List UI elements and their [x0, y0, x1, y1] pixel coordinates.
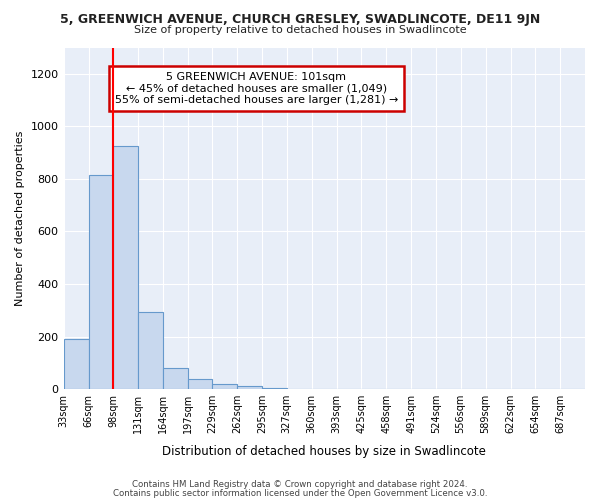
Text: Size of property relative to detached houses in Swadlincote: Size of property relative to detached ho…	[134, 25, 466, 35]
Text: Contains HM Land Registry data © Crown copyright and database right 2024.: Contains HM Land Registry data © Crown c…	[132, 480, 468, 489]
Y-axis label: Number of detached properties: Number of detached properties	[15, 130, 25, 306]
Bar	[89, 175, 113, 389]
Bar	[188, 379, 212, 389]
Bar	[163, 368, 188, 389]
Bar	[64, 339, 89, 389]
Bar	[113, 146, 138, 389]
Bar	[238, 386, 262, 389]
Bar	[212, 384, 238, 389]
Text: 5 GREENWICH AVENUE: 101sqm
← 45% of detached houses are smaller (1,049)
55% of s: 5 GREENWICH AVENUE: 101sqm ← 45% of deta…	[115, 72, 398, 105]
Bar	[138, 312, 163, 389]
X-axis label: Distribution of detached houses by size in Swadlincote: Distribution of detached houses by size …	[163, 444, 486, 458]
Bar	[262, 388, 287, 389]
Text: Contains public sector information licensed under the Open Government Licence v3: Contains public sector information licen…	[113, 489, 487, 498]
Text: 5, GREENWICH AVENUE, CHURCH GRESLEY, SWADLINCOTE, DE11 9JN: 5, GREENWICH AVENUE, CHURCH GRESLEY, SWA…	[60, 12, 540, 26]
